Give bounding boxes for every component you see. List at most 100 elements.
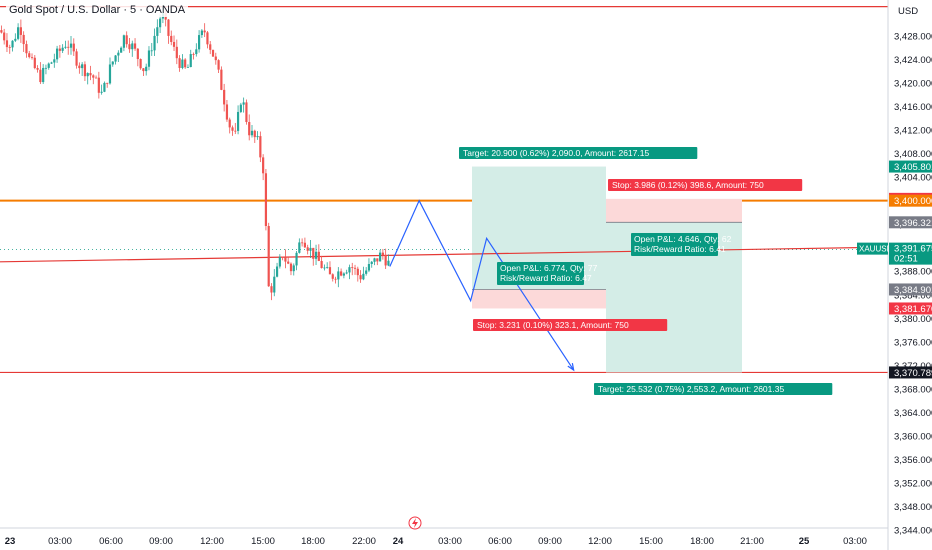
candle-body: [139, 59, 142, 69]
candle-body: [69, 43, 73, 48]
candle-body: [159, 18, 162, 28]
candle-body: [292, 265, 295, 272]
candle-body: [312, 247, 315, 259]
x-tick-label: 18:00: [690, 536, 714, 547]
candle-body: [86, 73, 89, 77]
candle-body: [128, 44, 131, 50]
position-stop-zone: [606, 198, 742, 223]
position-pnl-label: Open P&L: 6.774, Qty: 77: [500, 263, 598, 273]
symbol-title[interactable]: Gold Spot / U.S. Dollar · 5 · OANDA: [6, 3, 189, 17]
position-target-label-bg: [594, 383, 833, 395]
candle-body: [184, 59, 187, 68]
y-tick-label: 3,344.000: [894, 526, 932, 537]
candle-body: [64, 46, 67, 48]
candle-body: [267, 226, 270, 287]
candle-body: [142, 68, 145, 72]
y-tick-label: 3,348.000: [894, 502, 932, 513]
candle-body: [111, 61, 114, 65]
candle-body: [256, 136, 259, 138]
position-rr-label: Risk/Reward Ratio: 6.41: [634, 244, 726, 254]
y-tick-label: 3,428.000: [894, 32, 932, 43]
candle-body: [278, 256, 281, 267]
y-tick-label: 3,416.000: [894, 102, 932, 113]
position-stop-zone: [472, 289, 606, 309]
candle-body: [225, 104, 229, 120]
x-tick-label: 12:00: [200, 536, 224, 547]
y-tick-label: 3,420.000: [894, 79, 932, 90]
price-tag-bg: [889, 216, 932, 229]
candle-body: [284, 257, 287, 262]
candle-body: [362, 273, 365, 280]
candle-body: [203, 30, 206, 33]
candle-body: [108, 64, 112, 84]
candle-body: [42, 67, 45, 83]
price-tag-bg: [889, 242, 932, 265]
position-pnl-box: [497, 262, 584, 285]
flash-icon-glyph: [412, 518, 418, 528]
y-tick-label: 3,424.000: [894, 55, 932, 66]
candle-body: [223, 89, 226, 105]
candle-body: [220, 69, 223, 90]
candle-body: [22, 34, 25, 45]
price-tag-label: 3,370.789: [894, 368, 932, 379]
candle-body: [167, 19, 170, 36]
position-stop-label-bg: [473, 319, 668, 331]
candle-body: [122, 35, 126, 48]
candle-body: [14, 38, 17, 41]
candle-body: [175, 46, 178, 59]
candle-body: [150, 50, 153, 52]
y-tick-label: 3,360.000: [894, 431, 932, 442]
candle-body: [55, 48, 59, 60]
symbol-tag: XAUUSD: [859, 245, 893, 254]
candle-body: [92, 75, 95, 78]
candle-body: [281, 256, 284, 258]
candle-body: [189, 54, 192, 68]
candle-body: [28, 53, 31, 58]
candle-body: [153, 35, 156, 51]
x-tick-label: 23: [5, 536, 16, 547]
candle-body: [136, 48, 139, 60]
candle-body: [217, 60, 220, 70]
price-tag-label: 3,405.801: [894, 162, 932, 173]
candle-body: [328, 267, 332, 275]
y-tick-label: 3,352.000: [894, 478, 932, 489]
candle-body: [298, 242, 301, 253]
candle-body: [253, 130, 256, 138]
price-tag-label: 3,396.321: [894, 218, 932, 229]
price-tag-bg: [889, 302, 932, 315]
y-tick-label: 3,404.000: [894, 173, 932, 184]
candle-body: [94, 77, 98, 79]
candle-body: [200, 30, 203, 36]
position-target-label: Target: 25.532 (0.75%) 2,553.2, Amount: …: [598, 384, 784, 394]
candle-body: [206, 32, 209, 45]
price-tag-label: 3,391.675: [894, 244, 932, 255]
candle-body: [373, 258, 376, 262]
candle-body: [30, 57, 34, 58]
price-tag-label: 3,400.000: [894, 196, 932, 207]
candle-body: [192, 54, 195, 55]
candle-body: [236, 111, 240, 131]
position-target-label: Target: 20.900 (0.62%) 2,090.0, Amount: …: [463, 148, 649, 158]
x-tick-label: 06:00: [99, 536, 123, 547]
position-pnl-box: [631, 233, 718, 256]
x-tick-label: 03:00: [843, 536, 867, 547]
x-tick-label: 15:00: [639, 536, 663, 547]
candle-body: [287, 261, 290, 264]
candle-body: [5, 40, 9, 48]
candle-body: [250, 130, 254, 136]
x-tick-label: 09:00: [149, 536, 173, 547]
candle-body: [145, 66, 148, 72]
position-target-label-bg: [459, 147, 698, 159]
candle-body: [58, 48, 61, 51]
candle-body: [61, 47, 64, 51]
candle-body: [348, 267, 351, 273]
candle-body: [147, 50, 151, 67]
candle-body: [81, 64, 84, 69]
candle-body: [8, 47, 11, 48]
candle-body: [131, 43, 134, 50]
y-tick-label: 3,412.000: [894, 126, 932, 137]
candle-body: [106, 82, 109, 84]
candle-body: [3, 32, 6, 41]
